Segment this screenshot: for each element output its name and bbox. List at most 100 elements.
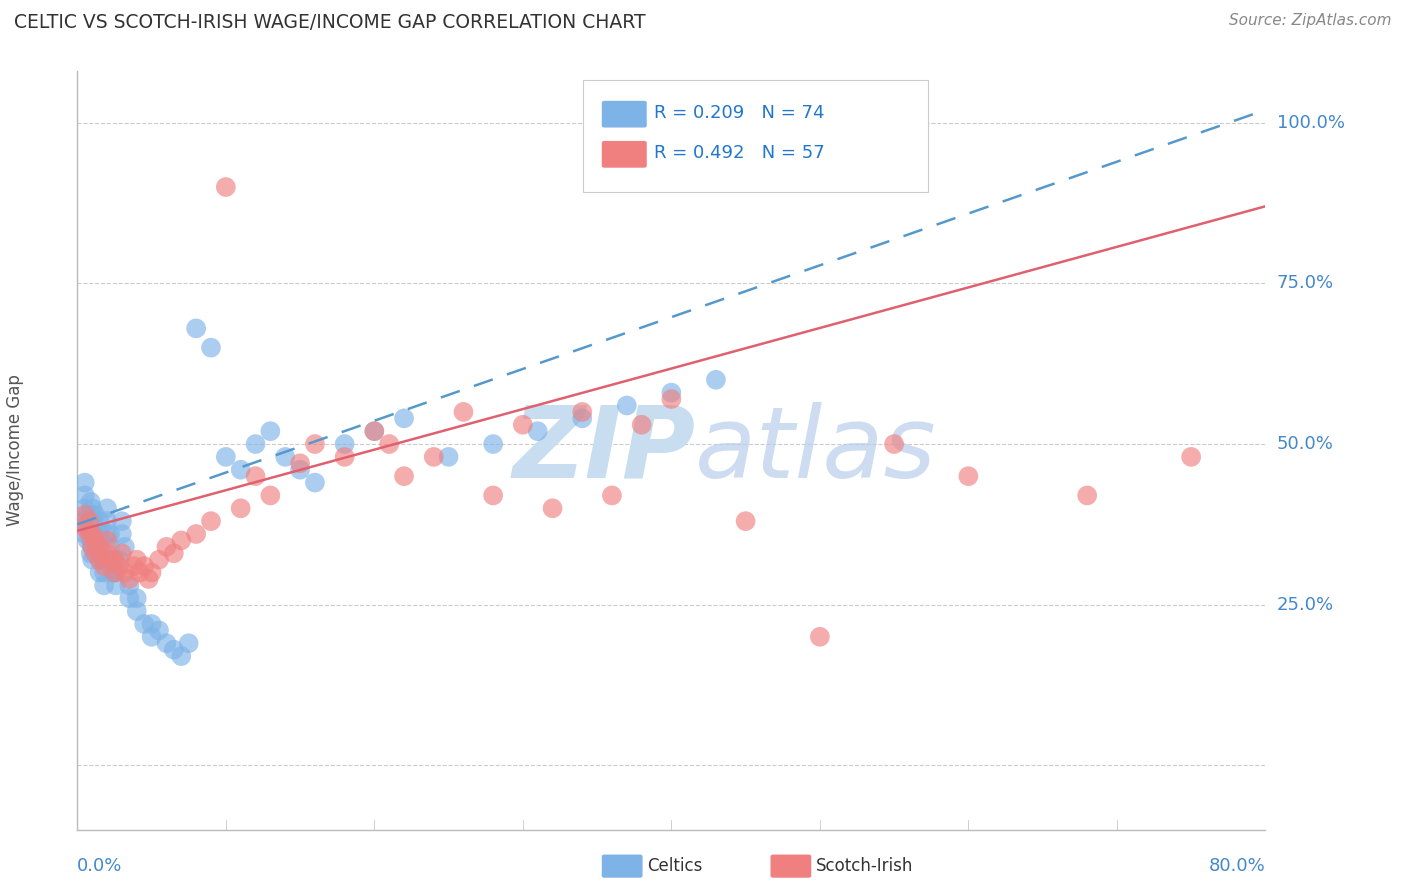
- Text: 25.0%: 25.0%: [1277, 596, 1334, 614]
- Point: [141, 616, 163, 631]
- Point: [89, 552, 111, 566]
- Point: [883, 437, 905, 451]
- Text: Wage/Income Gap: Wage/Income Gap: [6, 375, 24, 526]
- Point: [186, 527, 208, 541]
- Point: [89, 552, 111, 566]
- Point: [98, 552, 121, 566]
- Point: [73, 514, 96, 528]
- Text: Scotch-Irish: Scotch-Irish: [815, 857, 912, 875]
- Point: [73, 488, 96, 502]
- Point: [84, 546, 107, 560]
- Point: [103, 566, 125, 580]
- Text: 100.0%: 100.0%: [1277, 114, 1344, 132]
- Point: [363, 424, 385, 438]
- Point: [512, 417, 534, 432]
- Point: [111, 546, 134, 560]
- Point: [118, 578, 141, 592]
- Point: [96, 514, 118, 528]
- Text: 0.0%: 0.0%: [77, 857, 122, 875]
- Point: [200, 341, 222, 355]
- Point: [108, 552, 131, 566]
- Point: [114, 566, 136, 580]
- Text: ZIP: ZIP: [512, 402, 695, 499]
- Point: [1180, 450, 1202, 464]
- Point: [259, 424, 281, 438]
- Point: [170, 533, 193, 548]
- Point: [215, 180, 238, 194]
- Point: [82, 514, 104, 528]
- Point: [84, 520, 107, 534]
- Text: CELTIC VS SCOTCH-IRISH WAGE/INCOME GAP CORRELATION CHART: CELTIC VS SCOTCH-IRISH WAGE/INCOME GAP C…: [14, 13, 645, 32]
- Point: [363, 424, 385, 438]
- Point: [957, 469, 980, 483]
- Point: [125, 604, 148, 618]
- Point: [89, 540, 111, 554]
- Point: [73, 508, 96, 522]
- Point: [229, 501, 252, 516]
- Point: [155, 636, 177, 650]
- Point: [114, 540, 136, 554]
- Point: [392, 411, 415, 425]
- Point: [77, 514, 100, 528]
- Point: [84, 533, 107, 548]
- Point: [600, 488, 623, 502]
- Point: [89, 540, 111, 554]
- Point: [128, 566, 150, 580]
- Point: [138, 572, 160, 586]
- Point: [333, 437, 356, 451]
- Point: [104, 578, 127, 592]
- Text: Source: ZipAtlas.com: Source: ZipAtlas.com: [1229, 13, 1392, 29]
- Point: [200, 514, 222, 528]
- Point: [125, 591, 148, 606]
- Point: [101, 552, 124, 566]
- Point: [84, 508, 107, 522]
- Point: [571, 411, 593, 425]
- Point: [170, 649, 193, 664]
- Point: [630, 417, 652, 432]
- Point: [141, 566, 163, 580]
- Point: [101, 566, 124, 580]
- Point: [89, 514, 111, 528]
- Point: [453, 405, 475, 419]
- Point: [104, 566, 127, 580]
- Point: [1076, 488, 1098, 502]
- Point: [274, 450, 297, 464]
- Point: [76, 520, 98, 534]
- Point: [245, 437, 267, 451]
- Point: [73, 475, 96, 490]
- Point: [118, 572, 141, 586]
- Point: [122, 559, 145, 574]
- Point: [84, 546, 107, 560]
- Point: [96, 527, 118, 541]
- Point: [259, 488, 281, 502]
- Point: [111, 514, 134, 528]
- Point: [288, 456, 311, 470]
- Point: [163, 546, 186, 560]
- Point: [89, 566, 111, 580]
- Point: [80, 495, 103, 509]
- Point: [118, 591, 141, 606]
- Point: [661, 385, 683, 400]
- Point: [134, 616, 156, 631]
- Point: [704, 373, 727, 387]
- Point: [378, 437, 401, 451]
- Point: [82, 527, 104, 541]
- Point: [661, 392, 683, 406]
- Point: [80, 520, 103, 534]
- Point: [734, 514, 756, 528]
- Point: [392, 469, 415, 483]
- Point: [82, 540, 104, 554]
- Point: [177, 636, 200, 650]
- Point: [186, 321, 208, 335]
- Point: [215, 450, 238, 464]
- Point: [93, 566, 115, 580]
- Point: [103, 552, 125, 566]
- Point: [141, 630, 163, 644]
- Point: [148, 624, 170, 638]
- Point: [155, 540, 177, 554]
- Point: [82, 527, 104, 541]
- Point: [111, 527, 134, 541]
- Point: [93, 578, 115, 592]
- Point: [616, 399, 638, 413]
- Point: [84, 533, 107, 548]
